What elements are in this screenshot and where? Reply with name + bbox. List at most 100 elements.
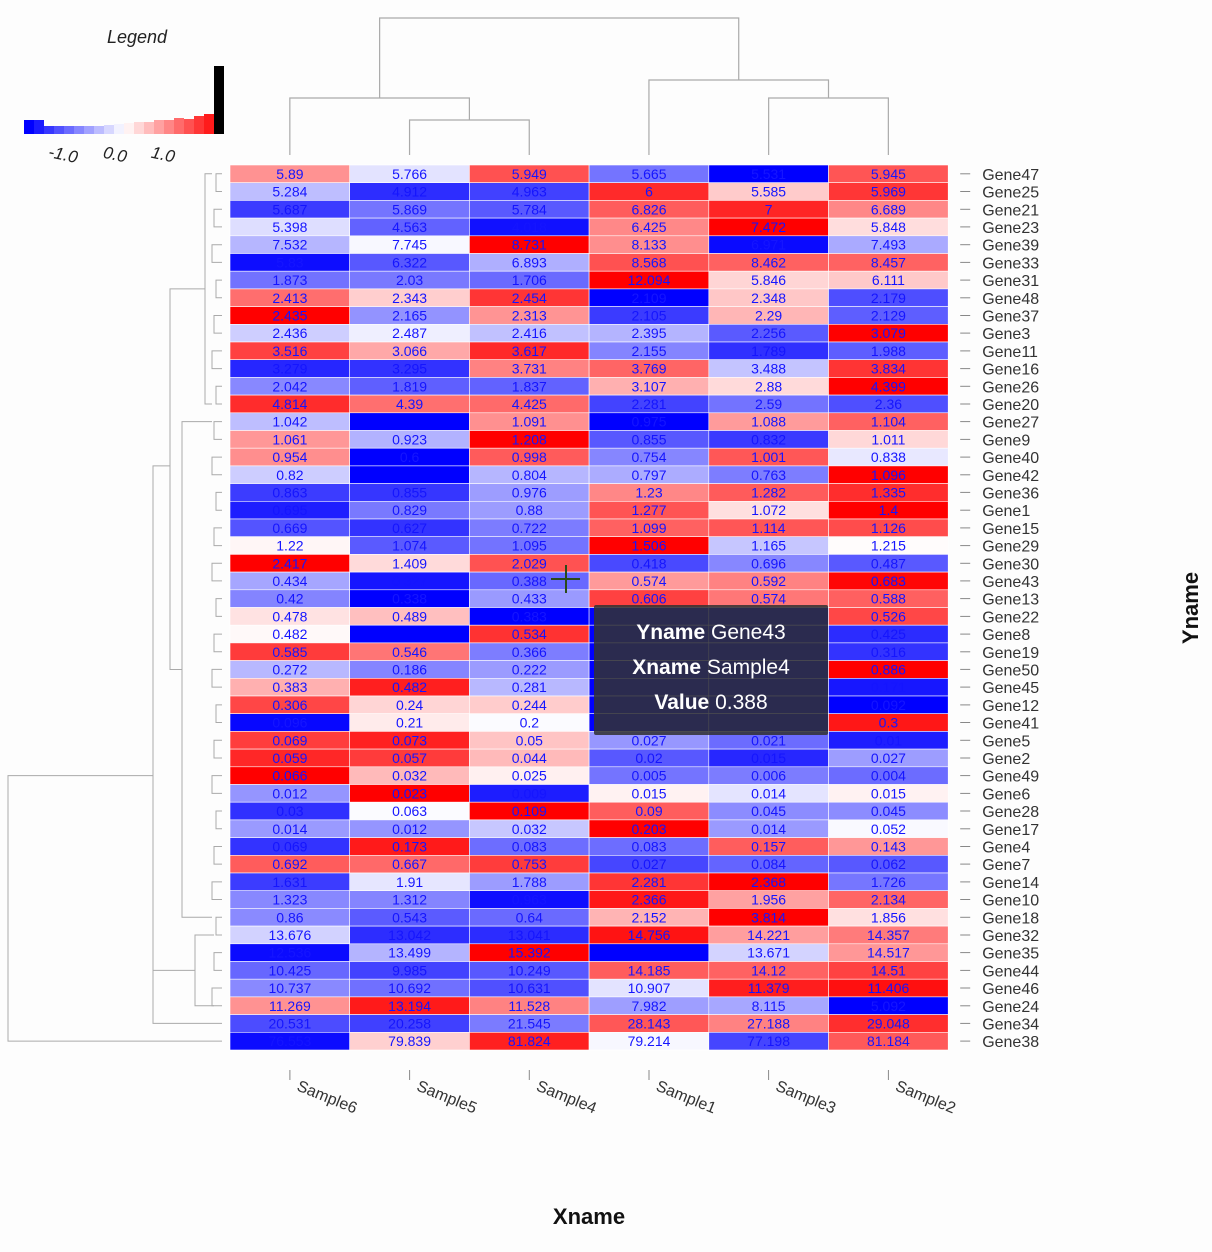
- cell-value-label: 1.099: [631, 520, 666, 536]
- cell-value-label: 8.133: [631, 237, 666, 253]
- dendrogram-link: [194, 934, 214, 1007]
- cell-value-label: 76.553: [268, 1033, 311, 1049]
- dendrogram-link: [213, 208, 222, 228]
- cell-value-label: 8.568: [631, 254, 666, 270]
- cell-value-label: 1.789: [751, 343, 786, 359]
- cell-value-label: 77.198: [747, 1033, 790, 1049]
- cell-value-label: 0.3: [879, 715, 899, 731]
- cell-value-label: 2.152: [631, 909, 666, 925]
- cell-value-label: 0.03: [276, 803, 303, 819]
- cell-value-label: 0.683: [871, 573, 906, 589]
- gene-label: Gene18: [982, 910, 1039, 927]
- cell-value-label: 0.753: [512, 856, 547, 872]
- cell-value-label: 0.044: [512, 750, 547, 766]
- legend-bin: [24, 120, 34, 134]
- cell-value-label: 0.829: [392, 502, 427, 518]
- cell-value-label: 1.001: [751, 449, 786, 465]
- cell-value-label: 14.221: [747, 927, 790, 943]
- cell-value-label: 0.88: [516, 502, 543, 518]
- dendrogram-link: [152, 704, 222, 1024]
- tooltip-key: Value: [654, 691, 710, 714]
- gene-label: Gene11: [982, 344, 1038, 361]
- cell-value-label: 0.543: [392, 909, 427, 925]
- cell-value-label: 2.368: [751, 874, 786, 890]
- cell-value-label: 0.092: [871, 697, 906, 713]
- cell-value-label: 5.687: [272, 201, 307, 217]
- cell-value-label: 0.585: [272, 644, 307, 660]
- cell-value-label: 2.256: [751, 325, 786, 341]
- gene-label: Gene49: [982, 769, 1039, 786]
- cell-value-label: 10.425: [268, 962, 311, 978]
- sample-label: Sample5: [414, 1078, 479, 1117]
- cell-value-label: 3.295: [392, 361, 427, 377]
- cell-value-label: 0.173: [392, 839, 427, 855]
- cell-value-label: 14.756: [628, 927, 671, 943]
- cell-value-label: 5.848: [871, 219, 906, 235]
- cell-value-label: 3.834: [871, 361, 906, 377]
- cell-value-label: 0.838: [871, 449, 906, 465]
- cell-value-label: 0.09: [635, 803, 662, 819]
- cell-value-label: 5.665: [631, 166, 666, 182]
- gene-label: Gene19: [982, 645, 1039, 662]
- cell-value-label: 14.517: [867, 945, 910, 961]
- cell-value-label: 6.425: [631, 219, 666, 235]
- cell-value-label: 0.886: [871, 661, 906, 677]
- cell-value-label: 0.482: [272, 626, 307, 642]
- legend-bin: [144, 122, 154, 134]
- cell-value-label: 0.489: [392, 608, 427, 624]
- gene-label: Gene7: [982, 857, 1030, 874]
- gene-label: Gene30: [982, 556, 1039, 573]
- cell-value-label: 0.383: [272, 679, 307, 695]
- cell-value-label: 1.277: [631, 502, 666, 518]
- legend-bin: [124, 123, 134, 134]
- cell-value-label: 0.923: [392, 431, 427, 447]
- dendrogram-link: [648, 79, 830, 155]
- cell-value-label: 0.186: [392, 661, 427, 677]
- gene-label: Gene44: [982, 963, 1039, 980]
- gene-label: Gene32: [982, 928, 1039, 945]
- legend-bin: [44, 126, 54, 134]
- heatmap-cell: [349, 412, 470, 431]
- cell-value-label: 4.563: [392, 219, 427, 235]
- row-labels: Gene47Gene25Gene21Gene23Gene39Gene33Gene…: [960, 167, 1039, 1051]
- cell-value-label: 14.185: [628, 962, 671, 978]
- cell-value-label: 0.073: [392, 732, 427, 748]
- cell-value-label: 0.592: [751, 573, 786, 589]
- cell-value-label: 0.998: [512, 449, 547, 465]
- cell-value-label: 0.963: [512, 892, 547, 908]
- dendrogram-link: [379, 17, 740, 98]
- cell-value-label: 0.855: [392, 484, 427, 500]
- cell-value-label: 10.631: [508, 980, 551, 996]
- cell-value-label: 3.079: [871, 325, 906, 341]
- cell-value-label: 9.985: [392, 962, 427, 978]
- cell-value-label: 0.695: [272, 502, 307, 518]
- cell-value-label: 1.726: [871, 874, 906, 890]
- cell-value-label: 0.025: [512, 768, 547, 784]
- cell-value-label: 5.398: [272, 219, 307, 235]
- cell-value-label: 0.171: [871, 679, 906, 695]
- cell-value-label: 0.027: [631, 732, 666, 748]
- cell-value-label: 79.214: [628, 1033, 671, 1049]
- gene-label: Gene28: [982, 804, 1039, 821]
- gene-label: Gene16: [982, 362, 1039, 379]
- cell-value-label: 1.282: [751, 484, 786, 500]
- sample-label: Sample1: [654, 1078, 719, 1117]
- tooltip-value: Gene43: [710, 621, 786, 644]
- cell-value-label: 4.814: [272, 396, 307, 412]
- cell-value-label: 0.546: [392, 644, 427, 660]
- cell-value-label: 0.027: [871, 750, 906, 766]
- cell-value-label: 0.045: [751, 803, 786, 819]
- cell-value-label: 0.083: [631, 839, 666, 855]
- cell-value-label: 4.912: [392, 184, 427, 200]
- cell-value-label: 1.988: [871, 343, 906, 359]
- cell-value-label: 2.435: [272, 308, 307, 324]
- cell-value-label: 11.528: [508, 998, 550, 1014]
- cell-value-label: 0.032: [392, 768, 427, 784]
- cell-value-label: 0.42: [276, 591, 303, 607]
- cell-value-label: 0.418: [631, 555, 666, 571]
- dendrogram-link: [213, 739, 222, 759]
- cell-value-label: 0.083: [512, 839, 547, 855]
- cell-value-label: 0.975: [631, 414, 666, 430]
- cell-value-label: 81.824: [508, 1033, 551, 1049]
- cell-value-label: 0.006: [751, 768, 786, 784]
